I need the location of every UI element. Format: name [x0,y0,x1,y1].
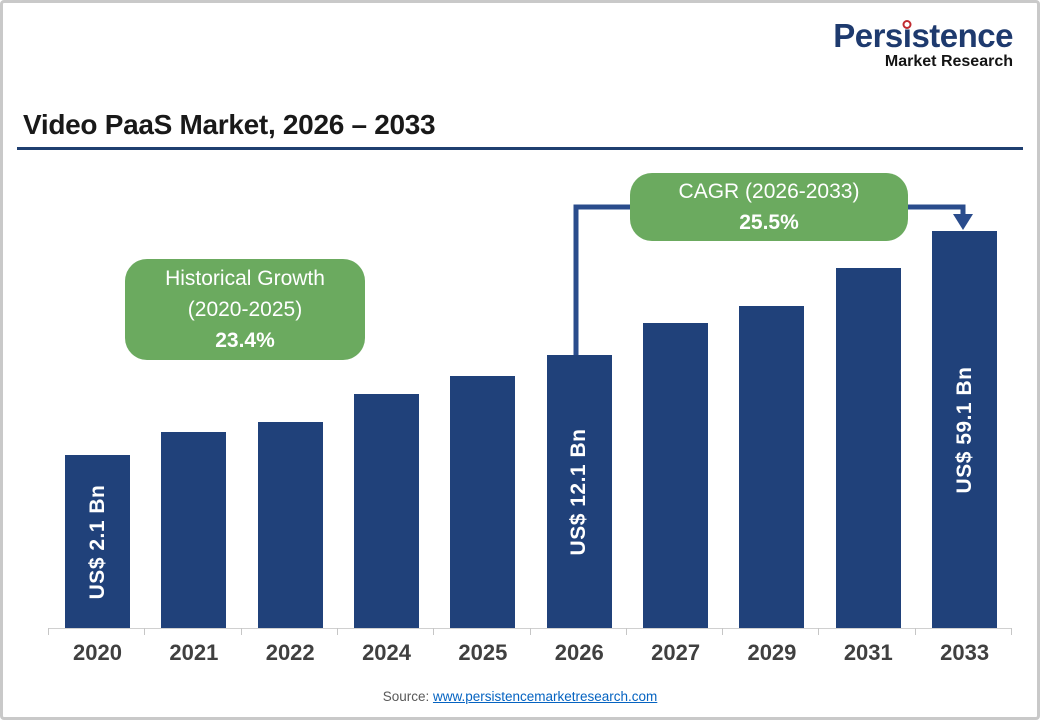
x-axis-tick [336,628,338,635]
x-axis-tick [625,628,627,635]
x-axis-label-2026: 2026 [554,640,604,665]
cagr-title: CAGR (2026-2033) [678,180,860,203]
red-dot-icon [902,20,912,29]
source-line: Source: www.persistencemarketresearch.co… [3,689,1037,704]
x-axis-label-2020: 2020 [73,640,122,665]
bar-2029 [739,306,805,628]
x-axis-tick [1011,628,1012,635]
x-axis-label-2025: 2025 [458,640,508,665]
brand-logo: Persı stence Market Research [833,19,1013,70]
bar-2026: US$ 12.1 Bn [546,355,612,628]
page-title: Video PaaS Market, 2026 – 2033 [23,109,436,140]
bar-2022 [257,422,323,628]
bar-2025 [450,376,516,628]
historical-growth-period: (2020-2025) [187,298,303,321]
bar-2021 [161,432,227,628]
x-axis-tick [433,628,435,635]
brand-word: Persı stence [833,17,1013,54]
x-axis-label-2033: 2033 [940,640,990,665]
x-axis-tick [240,628,242,635]
bar-value-label-2033: US$ 59.1 Bn [952,366,976,493]
title-divider [17,147,1023,150]
x-axis-tick [818,628,820,635]
x-axis-tick [914,628,916,635]
x-axis-tick [48,628,49,635]
x-axis-label-2029: 2029 [747,640,797,665]
x-axis-label-2027: 2027 [651,640,701,665]
bar-2020: US$ 2.1 Bn [65,455,130,628]
historical-growth-value: 23.4% [215,329,275,352]
historical-growth-callout: Historical Growth (2020-2025) 23.4% [125,259,365,360]
x-axis-label-2022: 2022 [265,640,315,665]
source-label: Source: [382,689,433,704]
source-link[interactable]: www.persistencemarketresearch.com [432,689,658,704]
bar-value-label-2026: US$ 12.1 Bn [567,428,591,555]
cagr-value: 25.5% [739,211,799,234]
plot-area: US$ 2.1 Bn 2020 2021 2022 2024 2025 US$ 12.1 B… [3,3,1037,717]
x-axis-label-2021: 2021 [169,640,219,665]
x-axis-tick [722,628,724,635]
x-axis-tick [144,628,146,635]
bar-2027 [643,323,709,628]
bar-2033: US$ 59.1 Bn [932,231,998,628]
historical-growth-title: Historical Growth [165,267,325,290]
bar-value-label-2020: US$ 2.1 Bn [85,484,109,599]
bar-2024 [354,394,420,628]
x-axis-label-2024: 2024 [362,640,412,665]
bar-2031 [835,268,901,628]
cagr-callout: CAGR (2026-2033) 25.5% [630,173,908,241]
x-axis-label-2031: 2031 [843,640,893,665]
brand-i-red-dot: ı [902,17,912,54]
x-axis-tick [529,628,531,635]
brand-subtitle: Market Research [884,53,1013,70]
